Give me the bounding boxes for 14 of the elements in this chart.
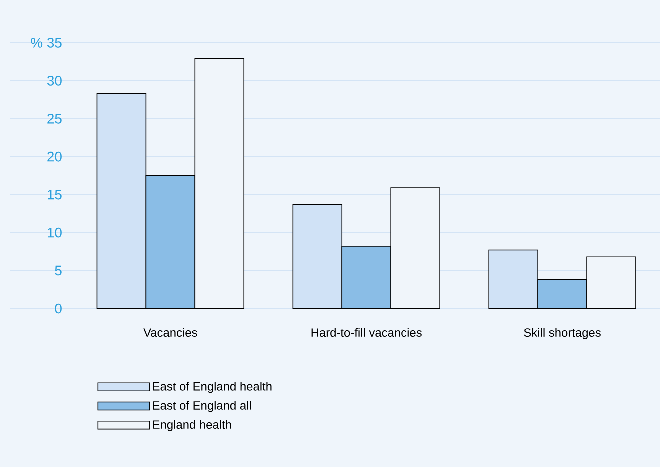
legend-label: East of England all xyxy=(153,401,252,412)
y-tick-label: % 35 xyxy=(31,38,62,48)
legend-label: England health xyxy=(153,420,232,432)
y-tick-label: 30 xyxy=(47,76,62,86)
y-tick-label: 5 xyxy=(55,266,62,276)
x-tick-label: Vacancies xyxy=(144,328,198,338)
x-tick-label: Skill shortages xyxy=(524,328,601,340)
x-tick-label: Hard-to-fill vacancies xyxy=(312,328,422,338)
y-tick-label: 25 xyxy=(48,114,62,124)
y-tick-label: 15 xyxy=(48,190,62,200)
y-tick-label: 0 xyxy=(55,304,62,314)
y-tick-label: 20 xyxy=(48,152,62,162)
y-tick-label: 10 xyxy=(48,228,62,238)
legend-label: East of England health xyxy=(153,382,272,394)
